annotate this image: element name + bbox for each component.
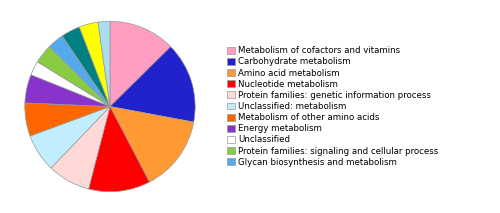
Wedge shape [25,103,110,136]
Wedge shape [31,62,110,106]
Wedge shape [62,27,110,106]
Wedge shape [25,75,110,106]
Wedge shape [110,47,195,122]
Wedge shape [98,21,110,106]
Wedge shape [30,106,110,168]
Wedge shape [38,47,110,106]
Wedge shape [88,106,150,192]
Legend: Metabolism of cofactors and vitamins, Carbohydrate metabolism, Amino acid metabo: Metabolism of cofactors and vitamins, Ca… [227,46,438,167]
Wedge shape [110,106,194,182]
Wedge shape [51,106,110,189]
Wedge shape [110,21,170,106]
Wedge shape [80,22,110,106]
Wedge shape [50,36,110,106]
